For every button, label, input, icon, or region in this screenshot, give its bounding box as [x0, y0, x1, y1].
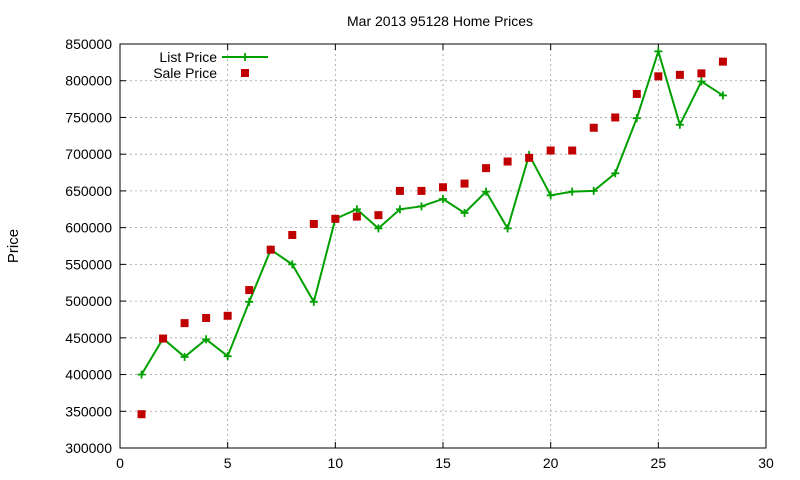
list-price-point	[654, 47, 663, 56]
x-tick-label: 25	[651, 455, 667, 471]
sale-price-point	[589, 123, 598, 132]
list-price-point	[309, 297, 318, 306]
y-axis-label: Price	[5, 229, 22, 263]
sale-price-point	[180, 319, 189, 328]
x-tick-label: 10	[328, 455, 344, 471]
sale-price-point	[245, 286, 254, 295]
sale-price-point	[202, 313, 211, 322]
list-price-point	[568, 187, 577, 196]
list-price-point	[202, 335, 211, 344]
y-tick-label: 350000	[65, 403, 112, 419]
list-price-point	[589, 186, 598, 195]
y-tick-label: 700000	[65, 146, 112, 162]
chart-title: Mar 2013 95128 Home Prices	[347, 13, 533, 29]
sale-price-point	[439, 183, 447, 192]
sale-price-point	[159, 334, 168, 343]
legend-swatch-square	[241, 69, 249, 77]
sale-price-point	[223, 311, 232, 320]
sale-price-point	[503, 157, 512, 166]
list-price-line	[140, 47, 724, 376]
list-price-point	[439, 194, 447, 203]
sale-price-point	[525, 153, 534, 162]
list-price-point	[503, 224, 512, 233]
series-layer	[137, 47, 727, 419]
x-tick-label: 15	[435, 455, 451, 471]
list-price-point	[395, 205, 404, 214]
grid-layer	[120, 44, 766, 448]
list-price-point	[718, 91, 727, 100]
sale-price-point	[482, 164, 491, 173]
list-price-point	[697, 77, 706, 86]
sale-price-point	[611, 113, 620, 122]
legend-label: Sale Price	[153, 65, 217, 81]
sale-price-point	[460, 179, 469, 188]
list-price-point	[632, 114, 641, 123]
list-price-point	[180, 352, 189, 361]
sale-price-point	[309, 219, 318, 228]
y-tick-label: 800000	[65, 73, 112, 89]
x-tick-label: 5	[224, 455, 232, 471]
sale-price-point	[331, 214, 340, 223]
list-price-point	[482, 187, 491, 196]
x-tick-label: 20	[543, 455, 559, 471]
y-tick-label: 300000	[65, 440, 112, 456]
sale-price-point	[675, 70, 684, 79]
legend-swatch-marker	[241, 53, 249, 61]
sale-price-point	[417, 186, 426, 195]
y-tick-label: 650000	[65, 183, 112, 199]
sale-price-point	[137, 410, 146, 419]
series-sale-price	[137, 57, 727, 419]
list-price-point	[460, 208, 469, 217]
list-price-point	[288, 260, 297, 269]
list-price-point	[223, 352, 232, 361]
ticks-layer: 0 5 10 15 20 25 30 300000 350000 400000 450000 5000…	[65, 36, 774, 471]
list-price-point	[611, 169, 620, 178]
sale-price-point	[395, 186, 404, 195]
sale-price-point	[374, 211, 383, 220]
sale-price-point	[697, 69, 706, 78]
y-tick-label: 850000	[65, 36, 112, 52]
list-price-point	[417, 202, 426, 211]
y-tick-label: 400000	[65, 367, 112, 383]
y-tick-label: 450000	[65, 330, 112, 346]
x-tick-label: 0	[116, 455, 124, 471]
sale-price-point	[632, 89, 641, 98]
list-price-point	[352, 205, 361, 214]
sale-price-point	[288, 230, 297, 239]
sale-price-point	[352, 212, 361, 221]
list-price-point	[374, 224, 383, 233]
list-price-point	[245, 297, 254, 306]
y-tick-label: 500000	[65, 293, 112, 309]
sale-price-point	[266, 245, 275, 254]
list-price-point	[675, 120, 684, 129]
sale-price-point	[546, 146, 555, 155]
sale-price-point	[568, 146, 577, 155]
list-price-point	[137, 370, 146, 379]
y-tick-label: 600000	[65, 220, 112, 236]
list-price-point	[546, 191, 555, 200]
y-tick-label: 750000	[65, 109, 112, 125]
sale-price-point	[718, 57, 727, 66]
y-tick-label: 550000	[65, 256, 112, 272]
legend-label: List Price	[159, 49, 217, 65]
x-tick-label: 30	[758, 455, 774, 471]
sale-price-point	[654, 72, 663, 81]
